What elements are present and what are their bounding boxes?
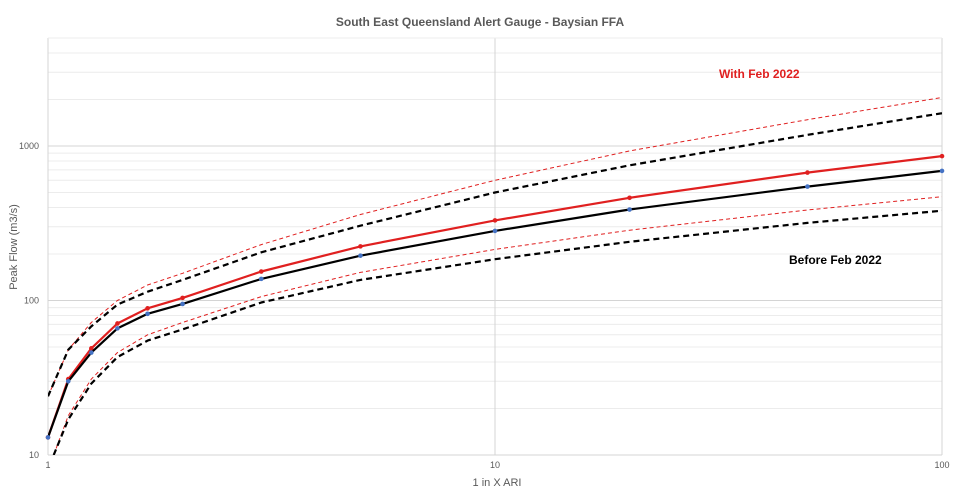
data-point — [627, 207, 632, 212]
chart-title: South East Queensland Alert Gauge - Bays… — [336, 15, 625, 29]
annotation-with-feb-2022: With Feb 2022 — [719, 67, 800, 81]
y-axis-label: Peak Flow (m3/s) — [8, 204, 20, 290]
annotation-before-feb-2022: Before Feb 2022 — [789, 253, 882, 267]
data-point — [115, 321, 120, 326]
data-point — [258, 276, 264, 282]
data-point — [358, 253, 363, 258]
data-point — [89, 346, 94, 351]
series-layer — [45, 97, 945, 455]
data-point — [358, 244, 363, 249]
series-line-solid — [48, 155, 942, 438]
y-tick-label: 10 — [29, 450, 39, 460]
data-point — [65, 378, 71, 384]
x-axis-label: 1 in X ARI — [473, 477, 522, 489]
y-tick-label: 100 — [24, 295, 39, 305]
data-point — [258, 269, 264, 274]
data-point — [939, 168, 945, 174]
series-line-dashed — [52, 209, 942, 455]
data-point — [145, 306, 150, 311]
data-point — [89, 350, 94, 355]
data-point — [180, 295, 185, 301]
data-point — [627, 195, 632, 201]
x-tick-label: 1 — [45, 460, 50, 470]
data-point — [805, 170, 810, 175]
data-point — [492, 228, 498, 234]
data-point — [805, 184, 810, 189]
y-tick-label: 1000 — [19, 141, 39, 151]
data-point — [939, 153, 945, 159]
data-point — [180, 301, 185, 307]
data-point — [492, 218, 498, 223]
series-line-thin-dashed — [48, 97, 942, 397]
series-line-solid — [48, 169, 942, 438]
data-point — [115, 326, 120, 331]
x-tick-label: 10 — [490, 460, 500, 470]
series-line-thin-dashed — [53, 196, 942, 455]
data-point — [45, 435, 51, 440]
data-point — [145, 311, 150, 317]
x-tick-label: 100 — [934, 460, 949, 470]
tick-labels: 1 10 100 10 100 1000 — [19, 141, 950, 470]
